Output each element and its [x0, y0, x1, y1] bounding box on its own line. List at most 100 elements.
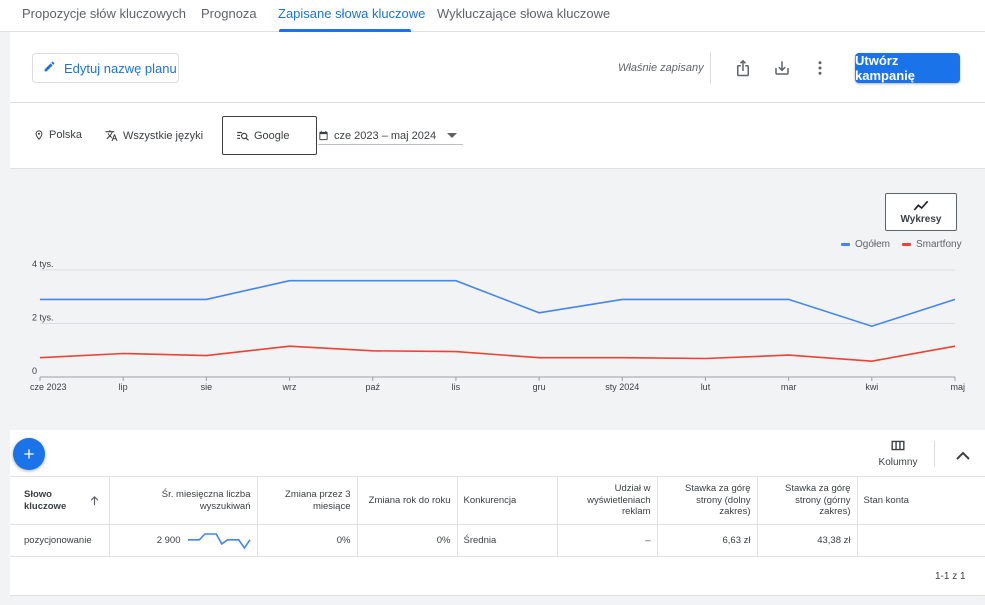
calendar-icon: [319, 130, 328, 141]
x-tick-label: cze 2023: [30, 382, 67, 392]
tab-saved-keywords[interactable]: Zapisane słowa kluczowe: [278, 6, 426, 21]
cell-change-3m: 0%: [257, 524, 358, 557]
download-button[interactable]: [771, 57, 793, 79]
x-tick-label: sty 2024: [605, 382, 639, 392]
chart-panel: 0 2 tys. 4 tys. cze 2023 lip sie wrz paź lis gru s…: [10, 180, 985, 430]
dropdown-arrow-icon: [447, 133, 457, 138]
x-tick-label: wrz: [282, 382, 297, 392]
x-tick-label: lis: [452, 382, 461, 392]
edit-plan-name-button[interactable]: Edytuj nazwę planu: [32, 53, 179, 83]
date-range-select[interactable]: cze 2023 – maj 2024: [318, 127, 463, 145]
date-range-label: cze 2023 – maj 2024: [334, 129, 437, 142]
x-tick-label: paź: [365, 382, 380, 392]
avg-searches-value: 2 900: [156, 535, 181, 546]
cell-bid-low: 6,63 zł: [657, 524, 758, 557]
header-change-yoy-label: Zmiana rok do roku: [368, 494, 451, 506]
header-keyword-label: Słowo kluczowe: [24, 489, 67, 512]
translate-icon: [105, 130, 118, 141]
series-line-total: [40, 279, 956, 328]
location-label: Polska: [49, 129, 83, 141]
keywords-table: Słowo kluczowe Śr. miesięczna liczba wys…: [10, 476, 985, 557]
divider: [934, 441, 935, 467]
pencil-icon: [43, 60, 56, 76]
x-tick-label: mar: [781, 382, 797, 392]
table-row[interactable]: pozycjonowanie 2 900 0% 0% Średnia – 6,6…: [10, 524, 985, 557]
plan-header: Edytuj nazwę planu Właśnie zapisany Utwó…: [10, 32, 985, 103]
trend-line-icon: [913, 200, 929, 211]
cell-competition: Średnia: [457, 524, 558, 557]
language-label: Wszystkie języki: [123, 129, 204, 142]
network-filter[interactable]: Google: [222, 116, 317, 155]
save-status: Właśnie zapisany: [618, 62, 704, 74]
legend-item-mobile: Smartfony: [902, 239, 962, 250]
cell-impression-share: –: [557, 524, 658, 557]
header-bid-low-label: Stawka za górę strony (dolny zakres): [685, 483, 751, 518]
active-tab-indicator: [279, 29, 411, 32]
more-vert-icon: [818, 61, 822, 75]
header-bid-high-label: Stawka za górę strony (górny zakres): [785, 483, 851, 518]
legend-label-mobile: Smartfony: [916, 239, 962, 250]
series-line-mobile: [39, 345, 956, 363]
y-tick-label: 2 tys.: [32, 313, 54, 323]
header-competition[interactable]: Konkurencja: [457, 476, 558, 525]
cell-keyword: pozycjonowanie: [10, 524, 110, 557]
header-change-yoy[interactable]: Zmiana rok do roku: [357, 476, 458, 525]
download-icon: [775, 61, 789, 75]
cell-bid-high: 43,38 zł: [757, 524, 858, 557]
header-avg-searches[interactable]: Śr. miesięczna liczba wyszukiwań: [109, 476, 258, 525]
tab-forecast[interactable]: Prognoza: [201, 6, 257, 21]
tab-keyword-ideas[interactable]: Propozycje słów kluczowych: [22, 6, 187, 21]
legend-swatch-total: [841, 243, 850, 246]
header-change-3m-label: Zmiana przez 3 miesiące: [285, 489, 351, 512]
x-tick-label: lut: [701, 382, 711, 392]
more-options-button[interactable]: [809, 57, 831, 79]
cell-change-yoy: 0%: [357, 524, 458, 557]
sparkline-path: [187, 532, 251, 549]
columns-label: Kolumny: [878, 457, 918, 468]
header-account-status[interactable]: Stan konta: [857, 476, 985, 525]
x-tick-label: gru: [533, 382, 546, 392]
charts-button-label: Wykresy: [900, 213, 942, 225]
header-account-status-label: Stan konta: [863, 494, 909, 506]
header-keyword[interactable]: Słowo kluczowe: [10, 476, 110, 525]
plus-icon: [24, 449, 34, 459]
header-change-3m[interactable]: Zmiana przez 3 miesiące: [257, 476, 358, 525]
header-bid-high[interactable]: Stawka za górę strony (górny zakres): [757, 476, 858, 525]
tab-bar: Propozycje słów kluczowych Prognoza Zapi…: [0, 0, 985, 32]
filter-bar: Polska Wszystkie języki Google cze 2023 …: [10, 103, 985, 169]
share-icon: [737, 59, 749, 77]
legend-swatch-mobile: [902, 243, 911, 246]
x-tick-label: maj: [950, 382, 965, 392]
trend-sparkline: [187, 532, 251, 549]
chevron-up-icon: [956, 451, 970, 460]
legend-label-total: Ogółem: [855, 239, 891, 250]
x-tick-label: lip: [119, 382, 128, 392]
add-keywords-button[interactable]: [13, 438, 45, 470]
create-campaign-button[interactable]: Utwórz kampanię: [855, 53, 960, 83]
location-pin-icon: [35, 130, 43, 140]
cell-account-status: [857, 524, 985, 557]
edit-plan-name-label: Edytuj nazwę planu: [64, 60, 177, 76]
table-header-row: Słowo kluczowe Śr. miesięczna liczba wys…: [10, 476, 985, 525]
search-volume-chart: 0 2 tys. 4 tys. cze 2023 lip sie wrz paź lis gru s…: [30, 259, 965, 392]
charts-button[interactable]: Wykresy: [885, 193, 957, 231]
y-tick-label: 4 tys.: [32, 259, 54, 269]
divider: [710, 52, 711, 84]
header-impression-share[interactable]: Udział w wyświetleniach reklam: [557, 476, 658, 525]
columns-icon: [891, 440, 905, 451]
header-impression-share-label: Udział w wyświetleniach reklam: [587, 483, 651, 518]
share-button[interactable]: [732, 57, 754, 79]
header-bid-low[interactable]: Stawka za górę strony (dolny zakres): [657, 476, 758, 525]
columns-button[interactable]: Kolumny: [872, 440, 924, 472]
x-tick-label: sie: [201, 382, 213, 392]
cell-avg-searches: 2 900: [109, 524, 258, 557]
tab-negative-keywords[interactable]: Wykluczające słowa kluczowe: [437, 6, 611, 21]
search-network-icon: [237, 131, 249, 141]
network-label: Google: [254, 129, 290, 142]
header-competition-label: Konkurencja: [463, 494, 517, 506]
collapse-button[interactable]: [953, 445, 973, 465]
language-filter[interactable]: Wszystkie języki: [105, 129, 203, 142]
keywords-table-panel: Kolumny Słowo kluczowe Śr. miesięczna li…: [10, 430, 985, 596]
location-filter[interactable]: Polska: [34, 129, 82, 141]
header-avg-searches-label: Śr. miesięczna liczba wyszukiwań: [161, 489, 251, 512]
